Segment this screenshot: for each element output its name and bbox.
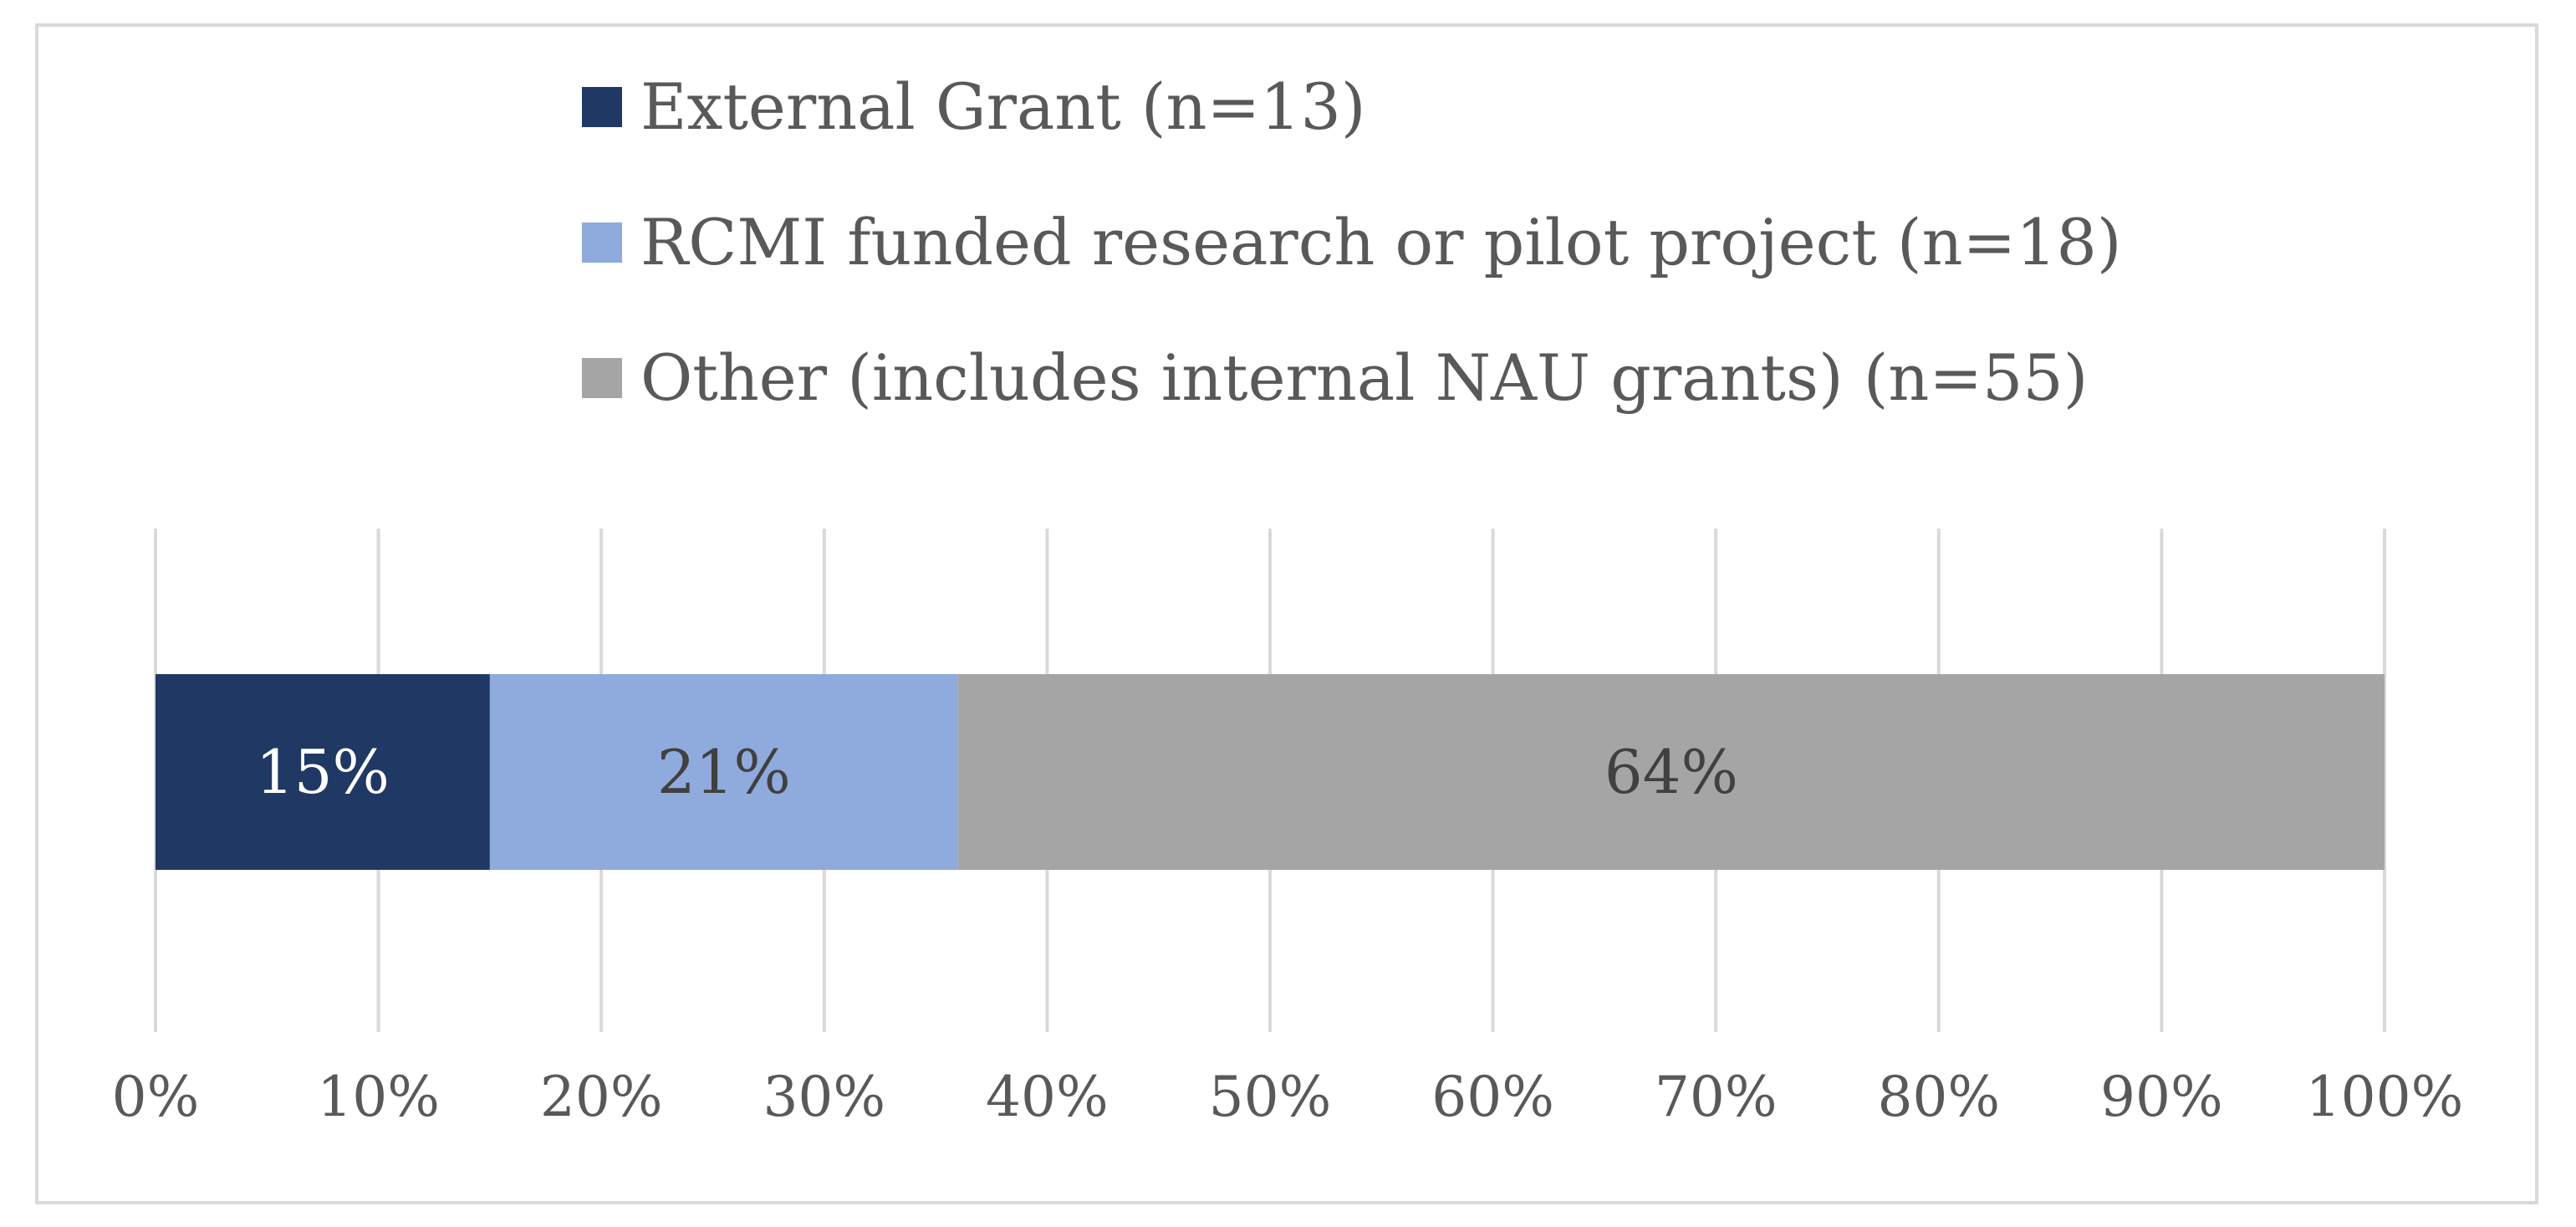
x-tick-label: 20% [540,1065,663,1129]
x-tick-label: 0% [112,1065,200,1129]
legend: External Grant (n=13) RCMI funded researc… [582,69,2122,415]
legend-label: External Grant (n=13) [640,69,1366,144]
stacked-bar-chart: 15% 21% 64% 0% 10% 20% 30% 40% 50% 60% 70% 80% 90% 1… [112,69,2464,1129]
x-tick-label: 60% [1431,1065,1554,1129]
x-tick-label: 70% [1655,1065,1778,1129]
x-tick-label: 80% [1877,1065,2000,1129]
legend-swatch [582,358,622,398]
x-tick-label: 50% [1209,1065,1332,1129]
x-tick-label: 90% [2100,1065,2223,1129]
legend-swatch [582,87,622,127]
legend-label: RCMI funded research or pilot project (n… [640,205,2122,279]
bar-segment [156,674,490,870]
legend-swatch [582,222,622,263]
x-tick-label: 40% [986,1065,1109,1129]
bar-segments [156,674,2385,870]
x-axis-ticks: 0% 10% 20% 30% 40% 50% 60% 70% 80% 90% 100% [112,1065,2464,1129]
x-tick-label: 100% [2306,1065,2464,1129]
chart-frame: 15% 21% 64% 0% 10% 20% 30% 40% 50% 60% 70% 80% 90% 1… [35,23,2538,1204]
x-tick-label: 30% [763,1065,885,1129]
x-tick-label: 10% [317,1065,440,1129]
data-label: 64% [1604,737,1738,807]
data-label: 15% [256,737,390,807]
data-label: 21% [657,737,791,807]
bar-segment [489,674,958,870]
legend-label: Other (includes internal NAU grants) (n=… [640,340,2088,415]
bar-segment [957,674,2385,870]
data-labels: 15% 21% 64% [256,737,1738,807]
